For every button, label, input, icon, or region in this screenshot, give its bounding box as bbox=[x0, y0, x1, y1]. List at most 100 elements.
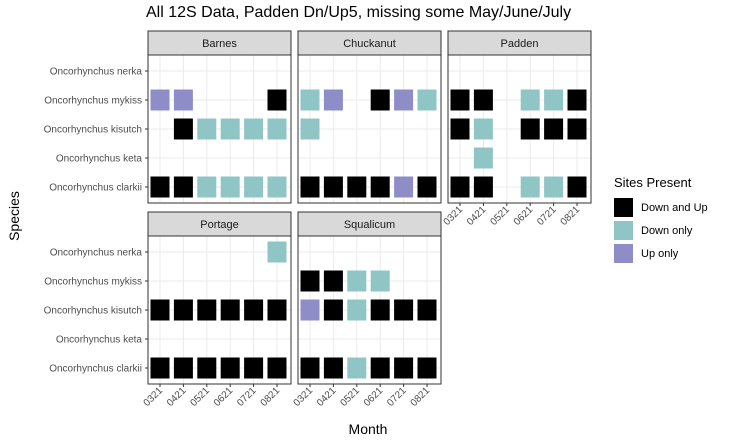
panel-border bbox=[297, 235, 442, 385]
heatmap-cell bbox=[347, 176, 367, 198]
heatmap-cell bbox=[544, 118, 564, 140]
heatmap-cell bbox=[300, 299, 320, 321]
x-tick-label: 0721 bbox=[235, 385, 259, 409]
heatmap-cell bbox=[544, 89, 564, 111]
panel-squalicum: Squalicum 0321 0421 0521 0621 0721 0821 bbox=[292, 211, 442, 409]
heatmap-cell bbox=[450, 118, 470, 140]
y-tick-label: Oncorhynchus keta bbox=[56, 154, 143, 165]
y-tick-label: Oncorhynchus mykiss bbox=[44, 277, 142, 288]
heatmap-cell bbox=[394, 176, 414, 198]
heatmap-cell bbox=[267, 118, 287, 140]
panel-border bbox=[297, 54, 442, 204]
heatmap-cell bbox=[244, 176, 264, 198]
heatmap-cell bbox=[347, 270, 367, 292]
panel-portage: Portage 0321 0421 0521 0621 0721 0821 Oncorhync… bbox=[44, 211, 292, 409]
heatmap-cell bbox=[417, 89, 437, 111]
heatmap-cell bbox=[267, 176, 287, 198]
legend-label-down-only: Down only bbox=[641, 224, 693, 237]
heatmap-cell bbox=[450, 176, 470, 198]
heatmap-cell bbox=[300, 357, 320, 379]
x-tick-label: 0421 bbox=[315, 385, 339, 409]
y-tick-label: Oncorhynchus kisutch bbox=[44, 306, 142, 317]
heatmap-cell bbox=[520, 118, 540, 140]
x-tick-label: 0321 bbox=[442, 204, 466, 228]
x-tick-label: 0721 bbox=[385, 385, 409, 409]
heatmap-cell bbox=[394, 299, 414, 321]
heatmap-cell bbox=[544, 176, 564, 198]
x-tick-label: 0621 bbox=[512, 204, 536, 228]
panel-strip bbox=[147, 211, 292, 237]
x-tick-label: 0621 bbox=[212, 385, 236, 409]
heatmap-cell bbox=[150, 89, 170, 111]
heatmap-cell bbox=[197, 118, 217, 140]
heatmap-cell bbox=[323, 357, 343, 379]
heatmap-cell bbox=[347, 357, 367, 379]
heatmap-cell bbox=[567, 89, 587, 111]
heatmap-cell bbox=[173, 89, 193, 111]
heatmap-cell bbox=[197, 176, 217, 198]
heatmap-cell bbox=[370, 357, 390, 379]
legend-item-up-only: Up only bbox=[614, 242, 708, 265]
heatmap-cell bbox=[567, 118, 587, 140]
y-tick-label: Oncorhynchus keta bbox=[56, 335, 143, 346]
y-tick-label: Oncorhynchus nerka bbox=[50, 248, 143, 259]
panel-border bbox=[447, 54, 592, 204]
panel-strip-label: Padden bbox=[501, 38, 539, 50]
panel-strip-label: Chuckanut bbox=[343, 38, 396, 50]
panel-chuckanut: Chuckanut bbox=[297, 30, 442, 204]
legend-swatch-down-and-up bbox=[614, 198, 633, 217]
heatmap-cell bbox=[150, 176, 170, 198]
heatmap-cell bbox=[244, 118, 264, 140]
heatmap-cell bbox=[417, 299, 437, 321]
heatmap-cell bbox=[323, 270, 343, 292]
heatmap-cell bbox=[267, 89, 287, 111]
heatmap-cell bbox=[150, 299, 170, 321]
legend-label-down-and-up: Down and Up bbox=[641, 201, 708, 214]
y-tick-label: Oncorhynchus nerka bbox=[50, 67, 143, 78]
heatmap-cell bbox=[267, 357, 287, 379]
heatmap-cell bbox=[267, 241, 287, 263]
heatmap-cell bbox=[417, 176, 437, 198]
heatmap-cell bbox=[220, 299, 240, 321]
heatmap-cell bbox=[370, 176, 390, 198]
x-tick-label: 0721 bbox=[535, 204, 559, 228]
heatmap-cell bbox=[567, 176, 587, 198]
x-tick-label: 0321 bbox=[142, 385, 166, 409]
panel-strip bbox=[297, 30, 442, 56]
panel-barnes: Barnes Oncorhynchus nerka Oncorhynchus myk… bbox=[44, 30, 292, 204]
heatmap-cell bbox=[370, 299, 390, 321]
heatmap-cell bbox=[323, 89, 343, 111]
y-axis-title: Species bbox=[6, 191, 22, 241]
heatmap-cell bbox=[473, 118, 493, 140]
panel-strip bbox=[147, 30, 292, 56]
heatmap-cell bbox=[370, 89, 390, 111]
x-tick-label: 0821 bbox=[409, 385, 433, 409]
legend-swatch-up-only bbox=[614, 244, 633, 263]
chart-title: All 12S Data, Padden Dn/Up5, missing som… bbox=[146, 4, 572, 21]
x-tick-label: 0521 bbox=[188, 385, 212, 409]
x-tick-label: 0421 bbox=[165, 385, 189, 409]
heatmap-cell bbox=[473, 147, 493, 169]
heatmap-cell bbox=[300, 176, 320, 198]
panel-strip bbox=[297, 211, 442, 237]
heatmap-cell bbox=[323, 176, 343, 198]
heatmap-cell bbox=[150, 357, 170, 379]
heatmap-cell bbox=[197, 299, 217, 321]
heatmap-cell bbox=[173, 176, 193, 198]
panel-strip bbox=[447, 30, 592, 56]
legend-title: Sites Present bbox=[614, 175, 692, 190]
heatmap-cell bbox=[244, 357, 264, 379]
heatmap-cell bbox=[450, 89, 470, 111]
heatmap-cell bbox=[300, 89, 320, 111]
x-tick-label: 0421 bbox=[465, 204, 489, 228]
heatmap-cell bbox=[267, 299, 287, 321]
heatmap-cell bbox=[520, 89, 540, 111]
legend-label-up-only: Up only bbox=[641, 247, 679, 260]
heatmap-cell bbox=[220, 118, 240, 140]
heatmap-cell bbox=[173, 118, 193, 140]
x-tick-label: 0321 bbox=[292, 385, 316, 409]
heatmap-cell bbox=[473, 89, 493, 111]
heatmap-cell bbox=[473, 176, 493, 198]
heatmap-cell bbox=[417, 357, 437, 379]
